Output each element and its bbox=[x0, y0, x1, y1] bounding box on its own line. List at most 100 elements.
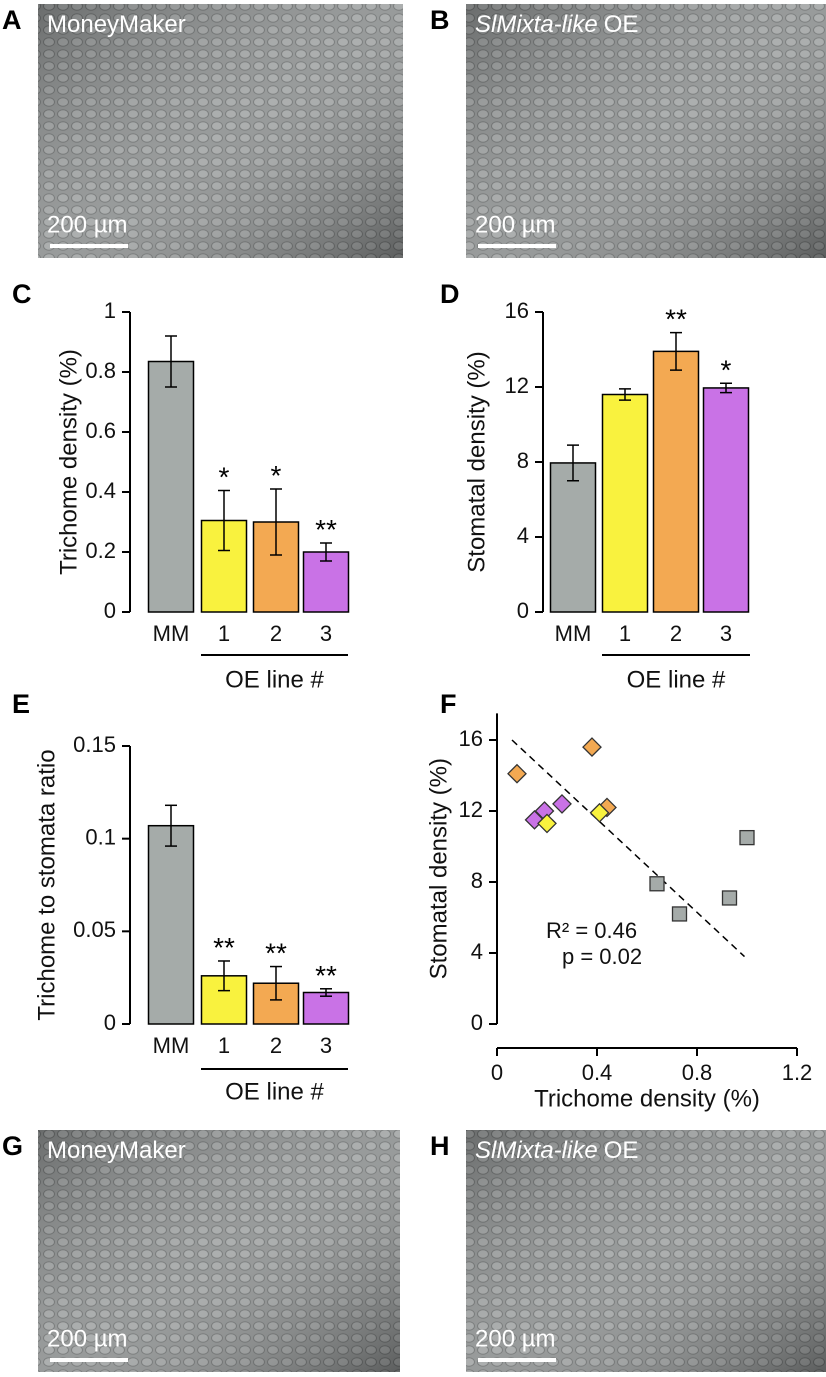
y-axis-label: Trichome to stomata ratio bbox=[33, 749, 60, 1020]
x-tick-label: 0 bbox=[491, 1060, 503, 1085]
y-tick-label: 4 bbox=[471, 939, 483, 964]
y-tick-label: 0.05 bbox=[73, 917, 116, 942]
error-bar bbox=[165, 804, 177, 847]
scatter-point bbox=[721, 890, 738, 906]
x-tick-label: 0.4 bbox=[582, 1060, 613, 1085]
error-bar bbox=[567, 444, 579, 482]
bar bbox=[302, 551, 350, 613]
panel-letter: C bbox=[12, 279, 32, 309]
y-tick-label: 0 bbox=[104, 1010, 116, 1035]
scatter-point bbox=[507, 763, 527, 784]
image-label-italic: SlMixta-like bbox=[475, 1137, 598, 1164]
micrograph-shade bbox=[466, 4, 826, 258]
x-tick-label: MM bbox=[555, 621, 592, 646]
y-tick-label: 8 bbox=[517, 448, 529, 473]
y-tick-label: 0 bbox=[104, 598, 116, 623]
significance: * bbox=[721, 354, 732, 385]
panel-letter: A bbox=[2, 5, 22, 35]
y-tick-label: 12 bbox=[505, 373, 529, 398]
scatter-point bbox=[671, 906, 688, 922]
image-label-rest: OE bbox=[604, 1137, 639, 1164]
x-tick-label: 1.2 bbox=[782, 1060, 813, 1085]
y-tick-label: 4 bbox=[517, 523, 529, 548]
x-tick-label: 3 bbox=[320, 621, 332, 646]
significance: ** bbox=[665, 304, 687, 335]
significance: * bbox=[219, 462, 230, 493]
scale-bar-label: 200 µm bbox=[475, 211, 556, 238]
image-label-text: MoneyMaker bbox=[47, 1137, 186, 1164]
micrograph-shade bbox=[466, 1130, 826, 1372]
scale-bar-label: 200 µm bbox=[47, 1325, 128, 1352]
y-axis-label: Trichome density (%) bbox=[55, 349, 82, 575]
y-tick-label: 8 bbox=[471, 868, 483, 893]
significance: ** bbox=[213, 932, 235, 963]
y-tick-label: 0.8 bbox=[85, 358, 116, 383]
significance: ** bbox=[265, 938, 287, 969]
y-tick-label: 0.1 bbox=[85, 824, 116, 849]
error-bar bbox=[218, 489, 230, 552]
x-tick-label: MM bbox=[153, 621, 190, 646]
x-tick-label: 0.8 bbox=[682, 1060, 713, 1085]
scatter-point bbox=[552, 793, 572, 814]
y-tick-label: 0 bbox=[517, 598, 529, 623]
scatter-point bbox=[537, 813, 557, 834]
x-tick-label: 1 bbox=[218, 621, 230, 646]
image-label-italic: SlMixta-like bbox=[475, 11, 598, 38]
scatter-point bbox=[589, 802, 610, 823]
image-label-text: MoneyMaker bbox=[47, 11, 186, 38]
scatter-point bbox=[649, 876, 665, 892]
scatter-point bbox=[582, 737, 602, 758]
y-tick-label: 16 bbox=[505, 298, 529, 323]
micrograph-shade bbox=[38, 4, 403, 258]
group-label: OE line # bbox=[225, 666, 324, 693]
panel-letter: G bbox=[2, 1131, 23, 1161]
bar bbox=[549, 462, 597, 613]
y-tick-label: 0 bbox=[471, 1010, 483, 1035]
bar bbox=[147, 360, 195, 613]
micrograph-shade bbox=[38, 1130, 400, 1372]
y-axis-label: Stomatal density (%) bbox=[463, 351, 490, 572]
scale-bar-label: 200 µm bbox=[47, 211, 128, 238]
y-tick-label: 1 bbox=[104, 298, 116, 323]
significance: ** bbox=[315, 960, 337, 991]
x-tick-label: 2 bbox=[670, 621, 682, 646]
charts: 0 0.2 0.4 0.6 0.8 1 Trichome density (%) C MM * 1 *… bbox=[12, 279, 812, 1112]
x-tick-label: 2 bbox=[270, 1033, 282, 1058]
panel-letter: H bbox=[430, 1131, 450, 1161]
x-tick-label: 1 bbox=[619, 621, 631, 646]
bar bbox=[652, 350, 700, 613]
image-label: SlMixta-like OE bbox=[475, 1137, 638, 1164]
bar bbox=[601, 393, 649, 613]
panel-letter: F bbox=[440, 689, 457, 719]
y-tick-label: 0.15 bbox=[73, 732, 116, 757]
y-tick-label: 0.6 bbox=[85, 418, 116, 443]
error-bar bbox=[619, 388, 631, 401]
fit-line bbox=[511, 739, 746, 958]
y-axis-label: Stomatal density (%) bbox=[425, 758, 452, 979]
panel-letter: D bbox=[440, 279, 460, 309]
y-tick-label: 16 bbox=[459, 726, 483, 751]
group-label: OE line # bbox=[225, 1078, 324, 1105]
error-bar bbox=[320, 988, 332, 997]
significance: * bbox=[271, 460, 282, 491]
image-label: MoneyMaker bbox=[47, 11, 186, 38]
error-bar bbox=[720, 382, 732, 394]
x-axis-label: Trichome density (%) bbox=[534, 1085, 760, 1112]
annotation: p = 0.02 bbox=[562, 944, 642, 969]
error-bar bbox=[320, 542, 332, 562]
panel-letter: E bbox=[12, 689, 30, 719]
group-label: OE line # bbox=[627, 666, 726, 693]
x-tick-label: 3 bbox=[720, 621, 732, 646]
image-label-rest: OE bbox=[604, 11, 639, 38]
scatter-point bbox=[739, 829, 755, 846]
y-tick-label: 0.4 bbox=[85, 478, 116, 503]
error-bar bbox=[270, 488, 282, 556]
error-bar bbox=[165, 335, 177, 388]
x-tick-label: 3 bbox=[320, 1033, 332, 1058]
image-label: MoneyMaker bbox=[47, 1137, 186, 1164]
error-bar bbox=[670, 331, 682, 371]
bar bbox=[702, 387, 750, 613]
